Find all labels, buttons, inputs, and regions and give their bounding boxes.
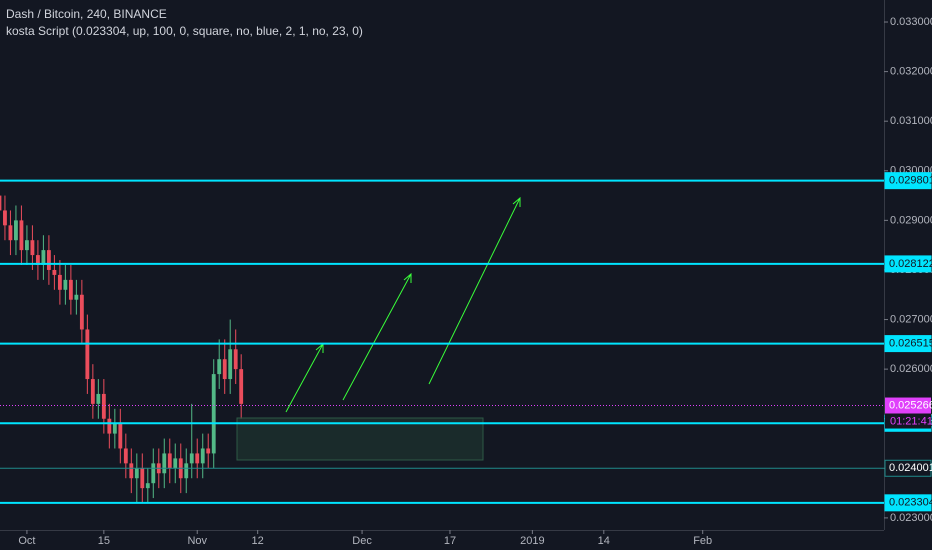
candle-body xyxy=(24,240,29,251)
candle-body xyxy=(68,279,73,300)
candle-body xyxy=(90,379,95,404)
candle-body xyxy=(19,220,24,251)
level-label: 0.026515 xyxy=(889,338,932,350)
zone-box xyxy=(236,417,484,461)
x-tick-label: Oct xyxy=(18,535,35,547)
candle-body xyxy=(233,349,238,370)
arrows xyxy=(285,196,521,413)
y-tick-label: 0.031000 xyxy=(890,115,932,127)
candle-body xyxy=(46,250,51,270)
chart-title: Dash / Bitcoin, 240, BINANCE xyxy=(6,7,167,21)
candle-body xyxy=(79,294,84,330)
candle-body xyxy=(96,393,101,404)
last-price-box xyxy=(885,397,931,414)
candle-body xyxy=(167,453,172,469)
level-label-box xyxy=(884,172,932,190)
plot xyxy=(0,195,244,504)
y-tick-label: 0.023000 xyxy=(890,512,932,524)
indicator-label: kosta Script (0.023304, up, 100, 0, squa… xyxy=(6,24,363,38)
candle-body xyxy=(145,483,150,489)
candle-body xyxy=(151,463,156,484)
y-tick-label: 0.029000 xyxy=(890,214,932,226)
x-tick-label: 15 xyxy=(98,535,110,547)
level-label-box xyxy=(884,255,932,273)
candle-body xyxy=(129,463,134,479)
x-tick-label: 12 xyxy=(252,535,264,547)
candle-body xyxy=(222,359,227,380)
countdown-box xyxy=(885,413,931,429)
candle-body xyxy=(14,220,18,241)
candle-body xyxy=(217,359,222,375)
arrow xyxy=(428,196,521,385)
level-label: 0.028122 xyxy=(889,258,932,270)
y-tick-label: 0.033000 xyxy=(890,16,932,28)
x-tick-label: 14 xyxy=(598,535,610,547)
countdown: 01:21:41 xyxy=(890,415,932,427)
candle-body xyxy=(41,250,46,265)
candle-body xyxy=(118,423,123,449)
candle-body xyxy=(112,423,117,434)
candle-body xyxy=(74,294,79,300)
level-label: 0.024001 xyxy=(889,462,932,474)
candle-body xyxy=(140,468,145,489)
candle-body xyxy=(123,448,128,464)
candle-body xyxy=(211,374,216,454)
candle-body xyxy=(200,448,205,464)
candle-body xyxy=(63,279,68,290)
candle-body xyxy=(107,418,112,434)
candle-body xyxy=(52,269,57,275)
candle-body xyxy=(189,453,194,464)
candle-body xyxy=(35,255,40,265)
x-tick-label: Dec xyxy=(352,535,372,547)
level-label-box xyxy=(884,335,932,353)
candle-body xyxy=(239,369,244,404)
arrow xyxy=(342,272,412,401)
candle-body xyxy=(195,453,200,464)
level-label: 0.023304 xyxy=(889,497,932,509)
candle-body xyxy=(228,349,233,380)
candle-body xyxy=(3,210,7,226)
candle-body xyxy=(173,458,178,469)
candle-body xyxy=(8,225,13,241)
candle-body xyxy=(30,240,35,256)
y-tick-label: 0.032000 xyxy=(890,66,932,78)
level-label: 0.029801 xyxy=(889,175,932,187)
last-price-label: 0.025266 xyxy=(889,399,932,411)
candle-body xyxy=(162,453,167,474)
candle-body xyxy=(57,274,62,290)
candle-body xyxy=(0,195,2,211)
candle-body xyxy=(206,448,211,454)
x-tick-label: 17 xyxy=(444,535,456,547)
y-tick-label: 0.027000 xyxy=(890,313,932,325)
y-tick-label: 0.026000 xyxy=(890,363,932,375)
x-tick-label: Feb xyxy=(693,535,712,547)
candle-body xyxy=(134,468,139,479)
candle-body xyxy=(85,329,90,380)
x-tick-label: Nov xyxy=(187,535,207,547)
candle-body xyxy=(101,393,106,419)
level-label-box xyxy=(884,494,932,512)
candle-body xyxy=(184,463,189,479)
level-label-box xyxy=(884,459,932,477)
x-tick-label: 2019 xyxy=(520,535,544,547)
